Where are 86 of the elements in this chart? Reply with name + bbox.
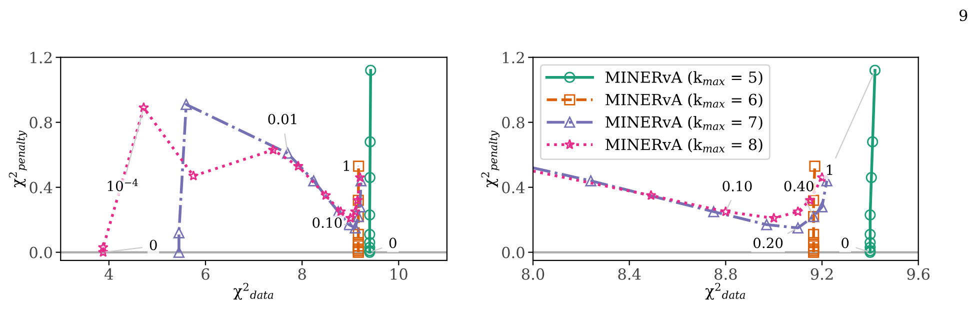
x-tick-label: 6 <box>202 268 210 280</box>
point <box>282 148 294 159</box>
y-tick-label: 0.8 <box>502 116 524 128</box>
point <box>180 98 192 110</box>
point <box>808 240 820 252</box>
point <box>869 64 881 76</box>
point <box>354 172 366 182</box>
point <box>816 172 828 182</box>
point <box>808 228 820 240</box>
point <box>345 212 356 223</box>
point <box>816 201 828 212</box>
annotation: 1 <box>826 164 832 175</box>
point <box>355 175 367 186</box>
point <box>335 206 346 216</box>
x-tick-label: 8 <box>298 268 306 280</box>
annotation: 0.10 <box>722 180 752 192</box>
y-tick-label: 1.2 <box>502 52 524 64</box>
point <box>292 160 304 171</box>
x-axis-title: χ$^{2}$$_{data}$ <box>705 282 746 300</box>
point <box>268 144 278 155</box>
point <box>308 175 320 186</box>
annotation: 0 <box>150 240 157 250</box>
point <box>364 236 376 248</box>
point <box>864 209 876 220</box>
point <box>188 170 199 181</box>
legend-label: MINERvA (k$_{max}$ = 6) <box>606 94 762 108</box>
annotation: 0.01 <box>268 114 296 124</box>
point <box>350 222 361 234</box>
x-tick-label: 9.2 <box>810 268 833 280</box>
point <box>364 228 376 240</box>
y-tick-label: 0.0 <box>502 246 524 258</box>
point <box>646 190 656 200</box>
point <box>585 175 596 186</box>
point <box>173 246 184 258</box>
point <box>809 160 820 172</box>
x-tick-label: 10 <box>390 268 408 280</box>
y-tick-label: 0.4 <box>30 182 52 194</box>
point <box>98 246 108 257</box>
point <box>761 219 772 230</box>
point <box>364 172 376 184</box>
legend-label: MINERvA (k$_{max}$ = 5) <box>606 71 762 86</box>
point <box>808 194 820 206</box>
point <box>864 236 876 248</box>
x-tick-label: 8.0 <box>522 268 544 280</box>
point <box>864 228 876 240</box>
point <box>343 219 354 230</box>
point <box>365 64 376 76</box>
x-tick-label: 4 <box>104 268 114 280</box>
point <box>866 172 877 184</box>
y-axis-title: χ$^{2}$$_{penalty}$ <box>481 130 500 188</box>
point <box>364 136 376 148</box>
y-axis-title: χ$^{2}$$_{penalty}$ <box>8 130 28 188</box>
annotation: 1 <box>344 160 349 171</box>
point <box>792 206 804 216</box>
annotation: 0.40 <box>784 180 814 192</box>
point <box>352 228 364 240</box>
y-tick-label: 1.2 <box>30 52 52 64</box>
point <box>804 194 816 205</box>
point <box>867 136 878 148</box>
text: 9 <box>959 10 968 22</box>
point <box>138 102 150 112</box>
point <box>768 212 780 223</box>
point <box>364 209 376 220</box>
annotation: 0.20 <box>754 238 783 248</box>
point <box>350 206 361 216</box>
point <box>708 206 720 218</box>
x-tick-label: 8.4 <box>618 268 641 280</box>
point <box>98 242 108 252</box>
point <box>173 227 184 238</box>
y-tick-label: 0.8 <box>30 116 52 128</box>
x-axis-title: χ$^{2}$$_{data}$ <box>233 282 274 300</box>
y-tick-label: 0.4 <box>502 182 525 194</box>
annotation: 0 <box>842 238 849 248</box>
point <box>792 222 804 234</box>
point <box>353 160 364 172</box>
annotation: 10$^{−4}$ <box>108 178 138 192</box>
point <box>864 242 876 253</box>
x-tick-label: 8.8 <box>714 268 737 280</box>
y-tick-label: 0.0 <box>30 246 52 258</box>
legend-label: MINERvA (k$_{max}$ = 7) <box>606 116 762 130</box>
point <box>364 242 376 253</box>
annotation: 0.10 <box>312 217 342 228</box>
x-tick-label: 9.6 <box>907 268 930 280</box>
point <box>320 190 332 200</box>
legend-label: MINERvA (k$_{max}$ = 8) <box>606 138 762 153</box>
annotation: 0 <box>389 238 396 248</box>
